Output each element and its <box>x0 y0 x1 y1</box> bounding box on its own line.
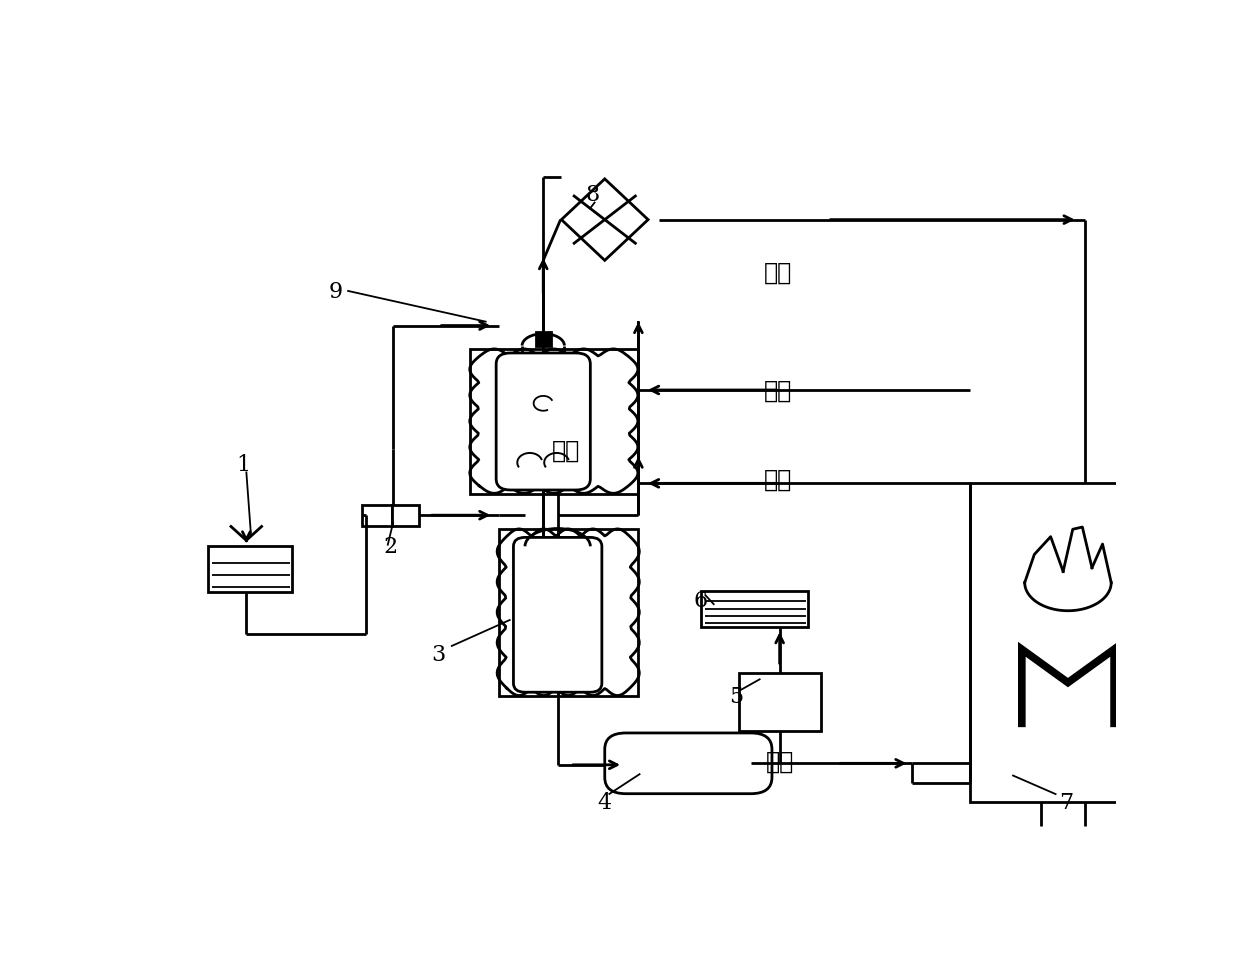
Text: 固体: 固体 <box>764 260 792 284</box>
Text: 9: 9 <box>329 281 342 303</box>
Bar <box>701 592 808 628</box>
Text: 2: 2 <box>383 535 398 557</box>
Bar <box>392 505 419 526</box>
Text: 气体: 气体 <box>765 749 794 773</box>
Bar <box>362 505 392 526</box>
Text: 3: 3 <box>432 643 445 665</box>
Text: 烟气: 烟气 <box>764 379 792 403</box>
Polygon shape <box>562 180 649 261</box>
Text: 5: 5 <box>729 685 744 707</box>
Text: 6: 6 <box>694 589 708 611</box>
Bar <box>536 333 551 346</box>
Bar <box>470 350 639 494</box>
Bar <box>208 546 293 593</box>
Text: 液体: 液体 <box>552 438 580 462</box>
Text: 烟气: 烟气 <box>764 467 792 491</box>
FancyBboxPatch shape <box>605 733 773 794</box>
Text: 8: 8 <box>585 185 599 207</box>
Text: 4: 4 <box>598 791 611 813</box>
Bar <box>970 483 1164 802</box>
Text: 7: 7 <box>1059 791 1073 813</box>
FancyBboxPatch shape <box>513 538 601 693</box>
Bar <box>739 674 821 731</box>
FancyBboxPatch shape <box>496 354 590 490</box>
Bar <box>498 530 639 696</box>
Text: 1: 1 <box>237 454 250 476</box>
